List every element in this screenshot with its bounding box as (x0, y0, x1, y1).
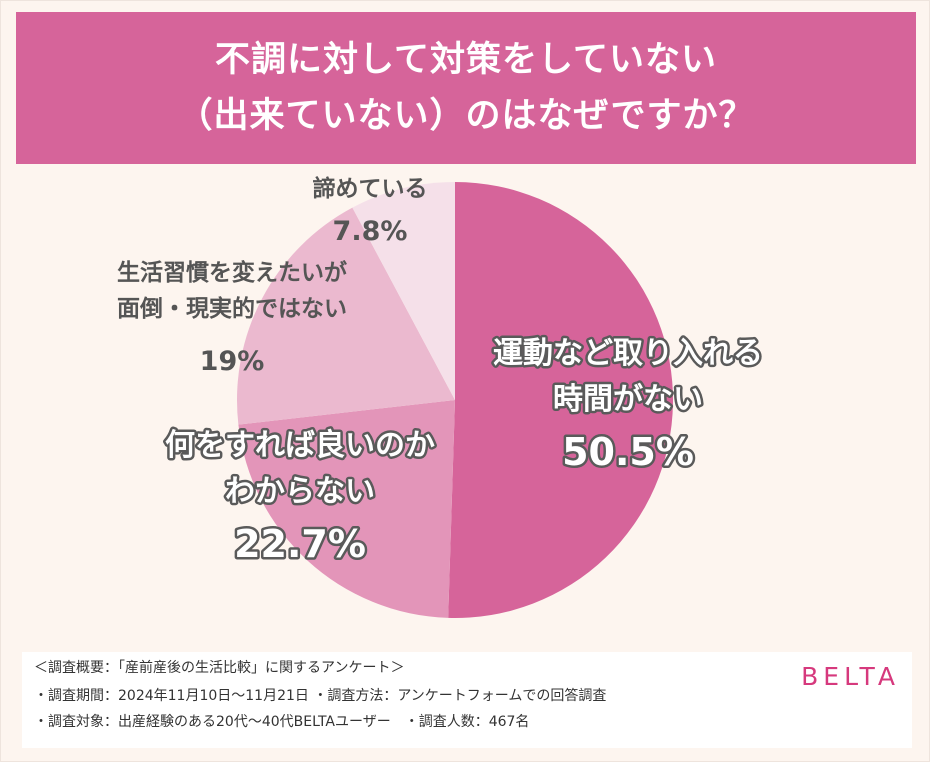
pie-slice-2 (238, 400, 455, 618)
slice-label-3-line-1: 生活習慣を変えたいが (117, 259, 347, 286)
slice-label-1-line-2: 時間がない (553, 382, 703, 417)
survey-notes-box: ＜調査概要：「産前産後の生活比較」に関するアンケート＞ ・調査期間：2024年1… (22, 652, 912, 748)
slice-label-2-line-2: わからない (225, 474, 375, 509)
slice-label-2-line-1: 何をすれば良いのか (165, 428, 435, 463)
pie-slice-4 (352, 182, 455, 400)
survey-period-line: ・調査期間：2024年11月10日～11月21日 ・調査方法：アンケートフォーム… (34, 688, 607, 704)
survey-summary-line: ＜調査概要：「産前産後の生活比較」に関するアンケート＞ (34, 660, 405, 676)
belta-logo: BELTA (801, 662, 900, 691)
slice-value-1: 50.5% (562, 430, 694, 474)
title-line-2: （出来ていない）のはなぜですか？ (177, 96, 755, 136)
pie-slice-1 (448, 182, 673, 619)
slice-label-4-line-1: 諦めている (313, 175, 428, 202)
title-banner: 不調に対して対策をしていない （出来ていない）のはなぜですか？ (16, 12, 916, 164)
slice-value-2: 22.7% (234, 522, 366, 566)
slice-label-3-line-2: 面倒・現実的ではない (117, 295, 347, 322)
pie-slice-3 (236, 207, 455, 425)
survey-target-line: ・調査対象：出産経験のある20代～40代BELTAユーザー ・調査人数：467名 (34, 714, 530, 730)
slice-value-4: 7.8% (333, 216, 408, 247)
title-line-1: 不調に対して対策をしていない (215, 40, 717, 80)
slice-value-3: 19% (200, 346, 265, 377)
slice-label-1-line-1: 運動など取り入れる (493, 336, 763, 371)
